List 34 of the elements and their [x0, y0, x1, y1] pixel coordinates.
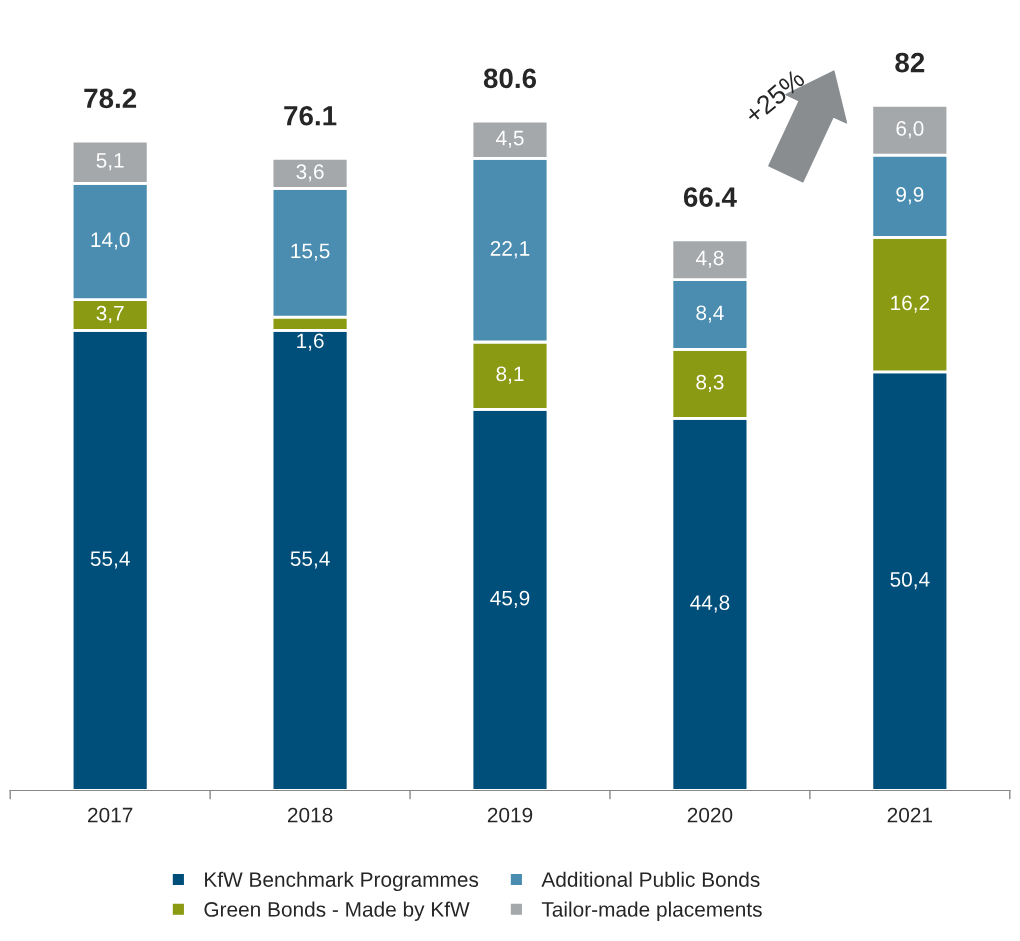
data-label: 3,6 [296, 164, 324, 182]
data-label: 44,8 [690, 595, 730, 613]
data-label: 55,4 [90, 551, 130, 569]
total-label: 80.6 [483, 68, 537, 89]
data-label: 9,9 [896, 187, 924, 205]
data-label: 8,1 [496, 366, 524, 384]
x-tick-label: 2021 [887, 807, 932, 823]
legend-label: Tailor-made placements [541, 901, 762, 921]
data-label: 4,5 [496, 130, 524, 148]
x-tick-label: 2020 [687, 807, 733, 823]
data-label: 50,4 [890, 572, 930, 590]
x-tick-label: 2017 [88, 807, 133, 823]
legend-label: KfW Benchmark Programmes [205, 871, 479, 892]
data-label: 8,3 [696, 374, 724, 392]
total-label: 66.4 [683, 187, 737, 207]
data-label: 1,6 [297, 333, 324, 351]
legend-label: Green Bonds - Made by KfW [204, 901, 470, 921]
x-tick-label: 2019 [487, 807, 533, 823]
x-tick-label: 2018 [287, 807, 333, 823]
data-label: 15,5 [291, 243, 330, 261]
data-label: 55,4 [290, 551, 330, 569]
data-label: 4,8 [695, 250, 724, 268]
data-label: 14,0 [91, 232, 130, 250]
data-label: 45,9 [490, 590, 530, 608]
total-label: 76.1 [284, 105, 337, 126]
total-label: 82 [895, 52, 925, 73]
data-label: 3,7 [96, 305, 124, 324]
data-label: 8,4 [696, 305, 724, 323]
data-label: 5,1 [96, 153, 124, 171]
data-label: 6,0 [896, 121, 924, 139]
data-label: 22,1 [490, 241, 530, 259]
total-label: 78.2 [84, 88, 137, 109]
legend-label: Additional Public Bonds [541, 871, 760, 887]
data-label: 16,2 [891, 295, 930, 313]
